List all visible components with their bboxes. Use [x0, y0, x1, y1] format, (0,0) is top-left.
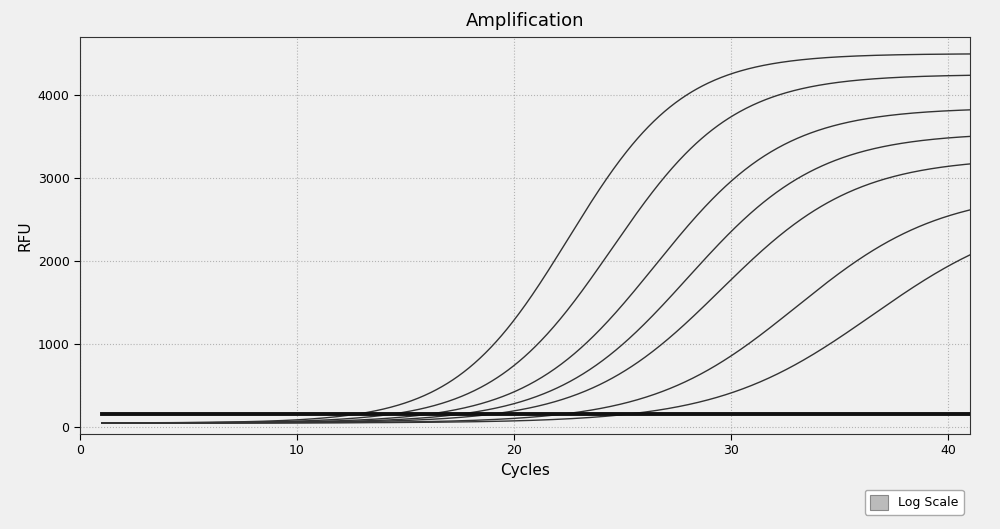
- Legend: Log Scale: Log Scale: [865, 489, 964, 515]
- Title: Amplification: Amplification: [466, 12, 584, 30]
- Y-axis label: RFU: RFU: [17, 220, 32, 251]
- X-axis label: Cycles: Cycles: [500, 463, 550, 478]
